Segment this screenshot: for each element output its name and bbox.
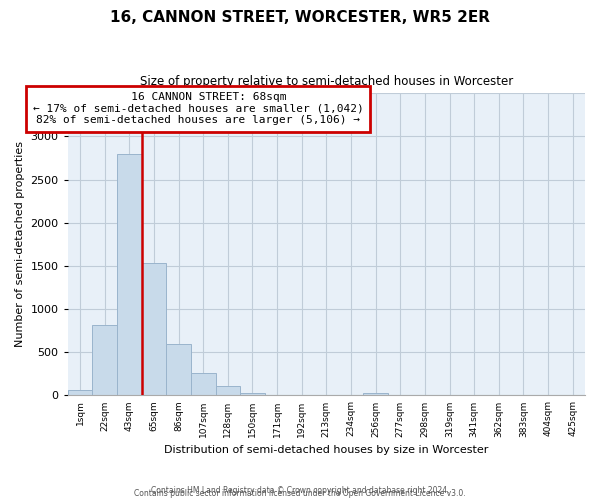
X-axis label: Distribution of semi-detached houses by size in Worcester: Distribution of semi-detached houses by … xyxy=(164,445,488,455)
Bar xyxy=(364,393,388,396)
Bar xyxy=(191,373,215,396)
Text: 16, CANNON STREET, WORCESTER, WR5 2ER: 16, CANNON STREET, WORCESTER, WR5 2ER xyxy=(110,10,490,25)
Bar xyxy=(215,386,240,396)
Text: 16 CANNON STREET: 68sqm
← 17% of semi-detached houses are smaller (1,042)
82% of: 16 CANNON STREET: 68sqm ← 17% of semi-de… xyxy=(33,92,364,126)
Bar xyxy=(166,344,191,396)
Text: Contains HM Land Registry data © Crown copyright and database right 2024.: Contains HM Land Registry data © Crown c… xyxy=(151,486,449,495)
Bar xyxy=(117,154,142,396)
Bar xyxy=(142,264,166,396)
Bar xyxy=(240,393,265,396)
Bar xyxy=(68,390,92,396)
Bar xyxy=(92,324,117,396)
Title: Size of property relative to semi-detached houses in Worcester: Size of property relative to semi-detach… xyxy=(140,75,513,88)
Text: Contains public sector information licensed under the Open Government Licence v3: Contains public sector information licen… xyxy=(134,488,466,498)
Y-axis label: Number of semi-detached properties: Number of semi-detached properties xyxy=(15,142,25,348)
